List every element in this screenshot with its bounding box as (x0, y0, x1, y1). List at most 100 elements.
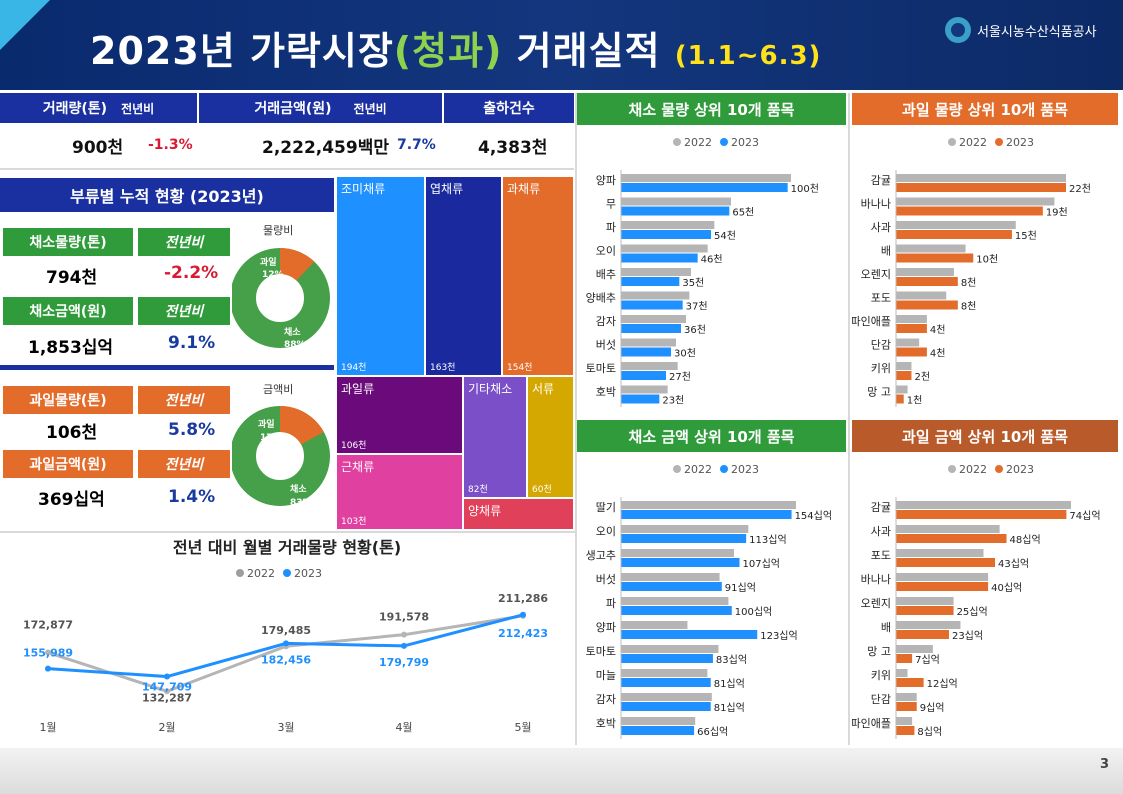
treemap-label: 양채류 (468, 504, 502, 518)
bar-2023 (621, 253, 698, 263)
line-point (164, 688, 170, 695)
bar-value-label: 91십억 (725, 582, 756, 594)
bar-2022 (896, 597, 954, 605)
fruit-vol-panel-header: 과일 물량 상위 10개 품목 (852, 93, 1118, 125)
bar-2022 (621, 717, 696, 725)
bar-2022 (621, 244, 708, 253)
bar-2023 (896, 510, 1067, 519)
legend-dot-2022 (236, 569, 244, 577)
treemap-value: 82천 (468, 485, 488, 495)
donut-amt-hole (257, 433, 303, 479)
bar-2022 (896, 621, 961, 629)
bar-value-label: 46천 (701, 254, 723, 266)
bar-2023 (621, 678, 711, 687)
bar-category-label: 감귤 (871, 174, 891, 187)
line-value-label: 191,578 (379, 611, 429, 624)
bar-2023 (896, 606, 954, 615)
bar-value-label: 1천 (907, 395, 923, 407)
bar-2023 (896, 534, 1007, 543)
treemap-label: 근채류 (341, 460, 375, 474)
bar-2022 (896, 645, 933, 653)
fruit-amt-yoy-header: 전년비 (138, 450, 230, 478)
bar-2022 (621, 362, 678, 370)
bar-value-label: 23천 (662, 395, 684, 407)
bar-category-label: 양파 (596, 174, 616, 187)
bar-2023 (896, 654, 913, 663)
bar-2022 (896, 291, 947, 300)
bar-category-label: 오렌지 (861, 597, 891, 610)
bar-value-label: 81십억 (714, 678, 745, 690)
bar-category-label: 망 고 (867, 386, 891, 399)
donut-vol-fruit-slice (232, 248, 330, 348)
donut-amt-fruit-slice (232, 406, 330, 506)
treemap-cell-7: 양채류 (463, 498, 574, 530)
treemap-cell-4: 근채류 103천 (336, 454, 463, 530)
title-subject: 거래실적 (502, 29, 675, 73)
bar-category-label: 무 (606, 198, 616, 211)
treemap-cell-0: 조미채류 194천 (336, 176, 425, 376)
bar-2023 (621, 654, 713, 663)
line-x-tick: 1월 (39, 721, 56, 734)
bar-2022 (621, 174, 791, 182)
line-x-tick: 5월 (514, 721, 531, 734)
monthly-chart-title: 전년 대비 월별 거래물량 현황(톤) (172, 538, 402, 557)
bar-value-label: 12십억 (927, 678, 958, 690)
bar-category-label: 호박 (596, 717, 616, 730)
page-number: 3 (1099, 757, 1109, 772)
bar-category-label: 감자 (596, 693, 616, 706)
legend-dot-2023 (995, 138, 1003, 146)
panel-divider (575, 93, 577, 745)
bar-2022 (896, 573, 989, 581)
category-treemap: 조미채류 194천 엽채류 163천 과채류 154천 과일류 106천 근채류 103천… (336, 176, 576, 532)
veg-amt-panel-header: 채소 금액 상위 10개 품목 (577, 420, 846, 452)
bar-value-label: 36천 (684, 324, 706, 336)
legend-dot-2022 (673, 138, 681, 146)
bar-category-label: 망 고 (867, 645, 891, 658)
bar-value-label: 37천 (686, 301, 708, 313)
legend-label-2022: 2022 (959, 463, 987, 476)
line-point (401, 642, 407, 649)
treemap-cell-5: 기타채소 82천 (463, 376, 527, 498)
bar-2022 (621, 338, 676, 347)
bar-2022 (621, 268, 691, 276)
header-corner-accent (0, 0, 50, 50)
line-point (283, 640, 289, 647)
bar-2022 (621, 549, 734, 557)
bar-2022 (621, 645, 719, 653)
line-x-tick: 4월 (395, 721, 412, 734)
donut-vol-chart: 과일 12% 채소 88% (232, 248, 330, 350)
bar-2023 (621, 582, 722, 591)
bar-category-label: 토마토 (586, 645, 616, 658)
bar-value-label: 65천 (732, 207, 754, 219)
bar-category-label: 포도 (871, 292, 891, 305)
bar-value-label: 19천 (1046, 207, 1068, 219)
veg-amt-value: 1,853십억 (28, 338, 114, 358)
bar-value-label: 8십억 (917, 726, 942, 738)
treemap-label: 엽채류 (430, 182, 464, 196)
fruit-vol-yoy: 5.8% (168, 420, 216, 440)
line-value-label: 132,287 (142, 691, 192, 704)
bar-2023 (621, 606, 732, 615)
line-x-tick: 2월 (158, 721, 175, 734)
bar-category-label: 배 (881, 245, 891, 258)
line-point (45, 649, 51, 656)
org-logo-icon (945, 17, 971, 43)
line-point (520, 611, 526, 618)
line-value-label: 179,485 (261, 624, 311, 637)
treemap-value: 106천 (341, 441, 367, 451)
bar-2023 (621, 230, 711, 239)
treemap-label: 서류 (532, 382, 555, 396)
bar-category-label: 버섯 (596, 573, 616, 586)
bar-2023 (896, 230, 1012, 239)
bar-2022 (621, 221, 715, 229)
bar-2023 (896, 324, 927, 333)
legend-dot-2022 (948, 138, 956, 146)
bar-2022 (896, 525, 1000, 533)
bar-category-label: 오이 (596, 525, 616, 538)
bar-2023 (621, 277, 680, 286)
page-title: 2023년 가락시장(청과) 거래실적 (1.1~6.3) (90, 20, 821, 75)
summary-amt-yoy-label: 전년비 (353, 101, 387, 116)
